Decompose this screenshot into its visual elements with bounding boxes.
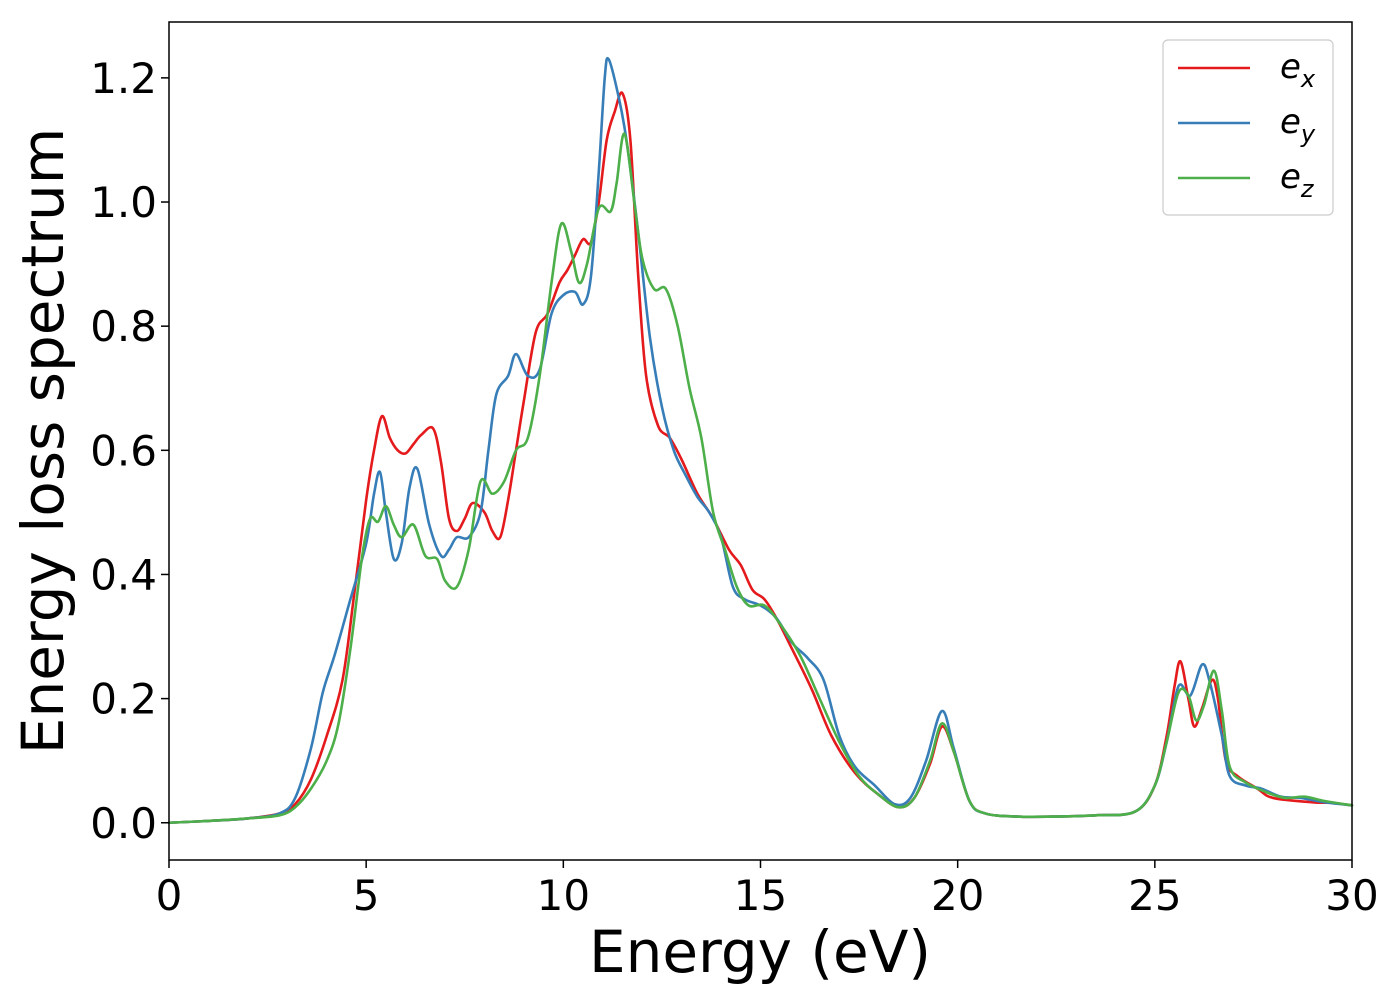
- x-tick-label: 10: [537, 871, 590, 920]
- legend-box: [1162, 39, 1334, 216]
- legend-label-subscript: y: [1300, 120, 1316, 148]
- series-line-e-z: [167, 132, 1354, 825]
- y-tick-label: 0.4: [90, 550, 157, 599]
- x-tick-label: 30: [1325, 871, 1378, 920]
- legend-label-base: e: [1280, 47, 1301, 87]
- legend-label-subscript: x: [1300, 65, 1316, 93]
- legend-label-base: e: [1280, 157, 1301, 197]
- x-axis-label: Energy (eV): [589, 918, 931, 986]
- y-tick-label: 0.6: [90, 426, 157, 475]
- x-axis: 0 5 10 15 20 25 30: [156, 860, 1379, 920]
- y-tick-label: 1.0: [90, 178, 157, 227]
- series-layer: [167, 56, 1354, 825]
- x-tick-label: 5: [353, 871, 380, 920]
- x-tick-label: 20: [931, 871, 984, 920]
- y-tick-label: 0.2: [90, 675, 157, 724]
- y-axis: 0.0 0.2 0.4 0.6 0.8 1.0 1.2: [90, 54, 169, 848]
- y-tick-label: 1.2: [90, 54, 157, 103]
- legend-label-base: e: [1280, 102, 1301, 142]
- legend-label-subscript: z: [1300, 175, 1315, 203]
- legend-label-e-y: ey: [1280, 102, 1316, 148]
- legend-label-e-z: ez: [1280, 157, 1315, 203]
- y-tick-label: 0.0: [90, 799, 157, 848]
- legend-label-e-x: ex: [1280, 47, 1316, 93]
- x-tick-label: 25: [1128, 871, 1181, 920]
- y-axis-label: Energy loss spectrum: [9, 128, 77, 754]
- y-tick-label: 0.8: [90, 302, 157, 351]
- x-tick-label: 0: [156, 871, 183, 920]
- x-tick-label: 15: [734, 871, 787, 920]
